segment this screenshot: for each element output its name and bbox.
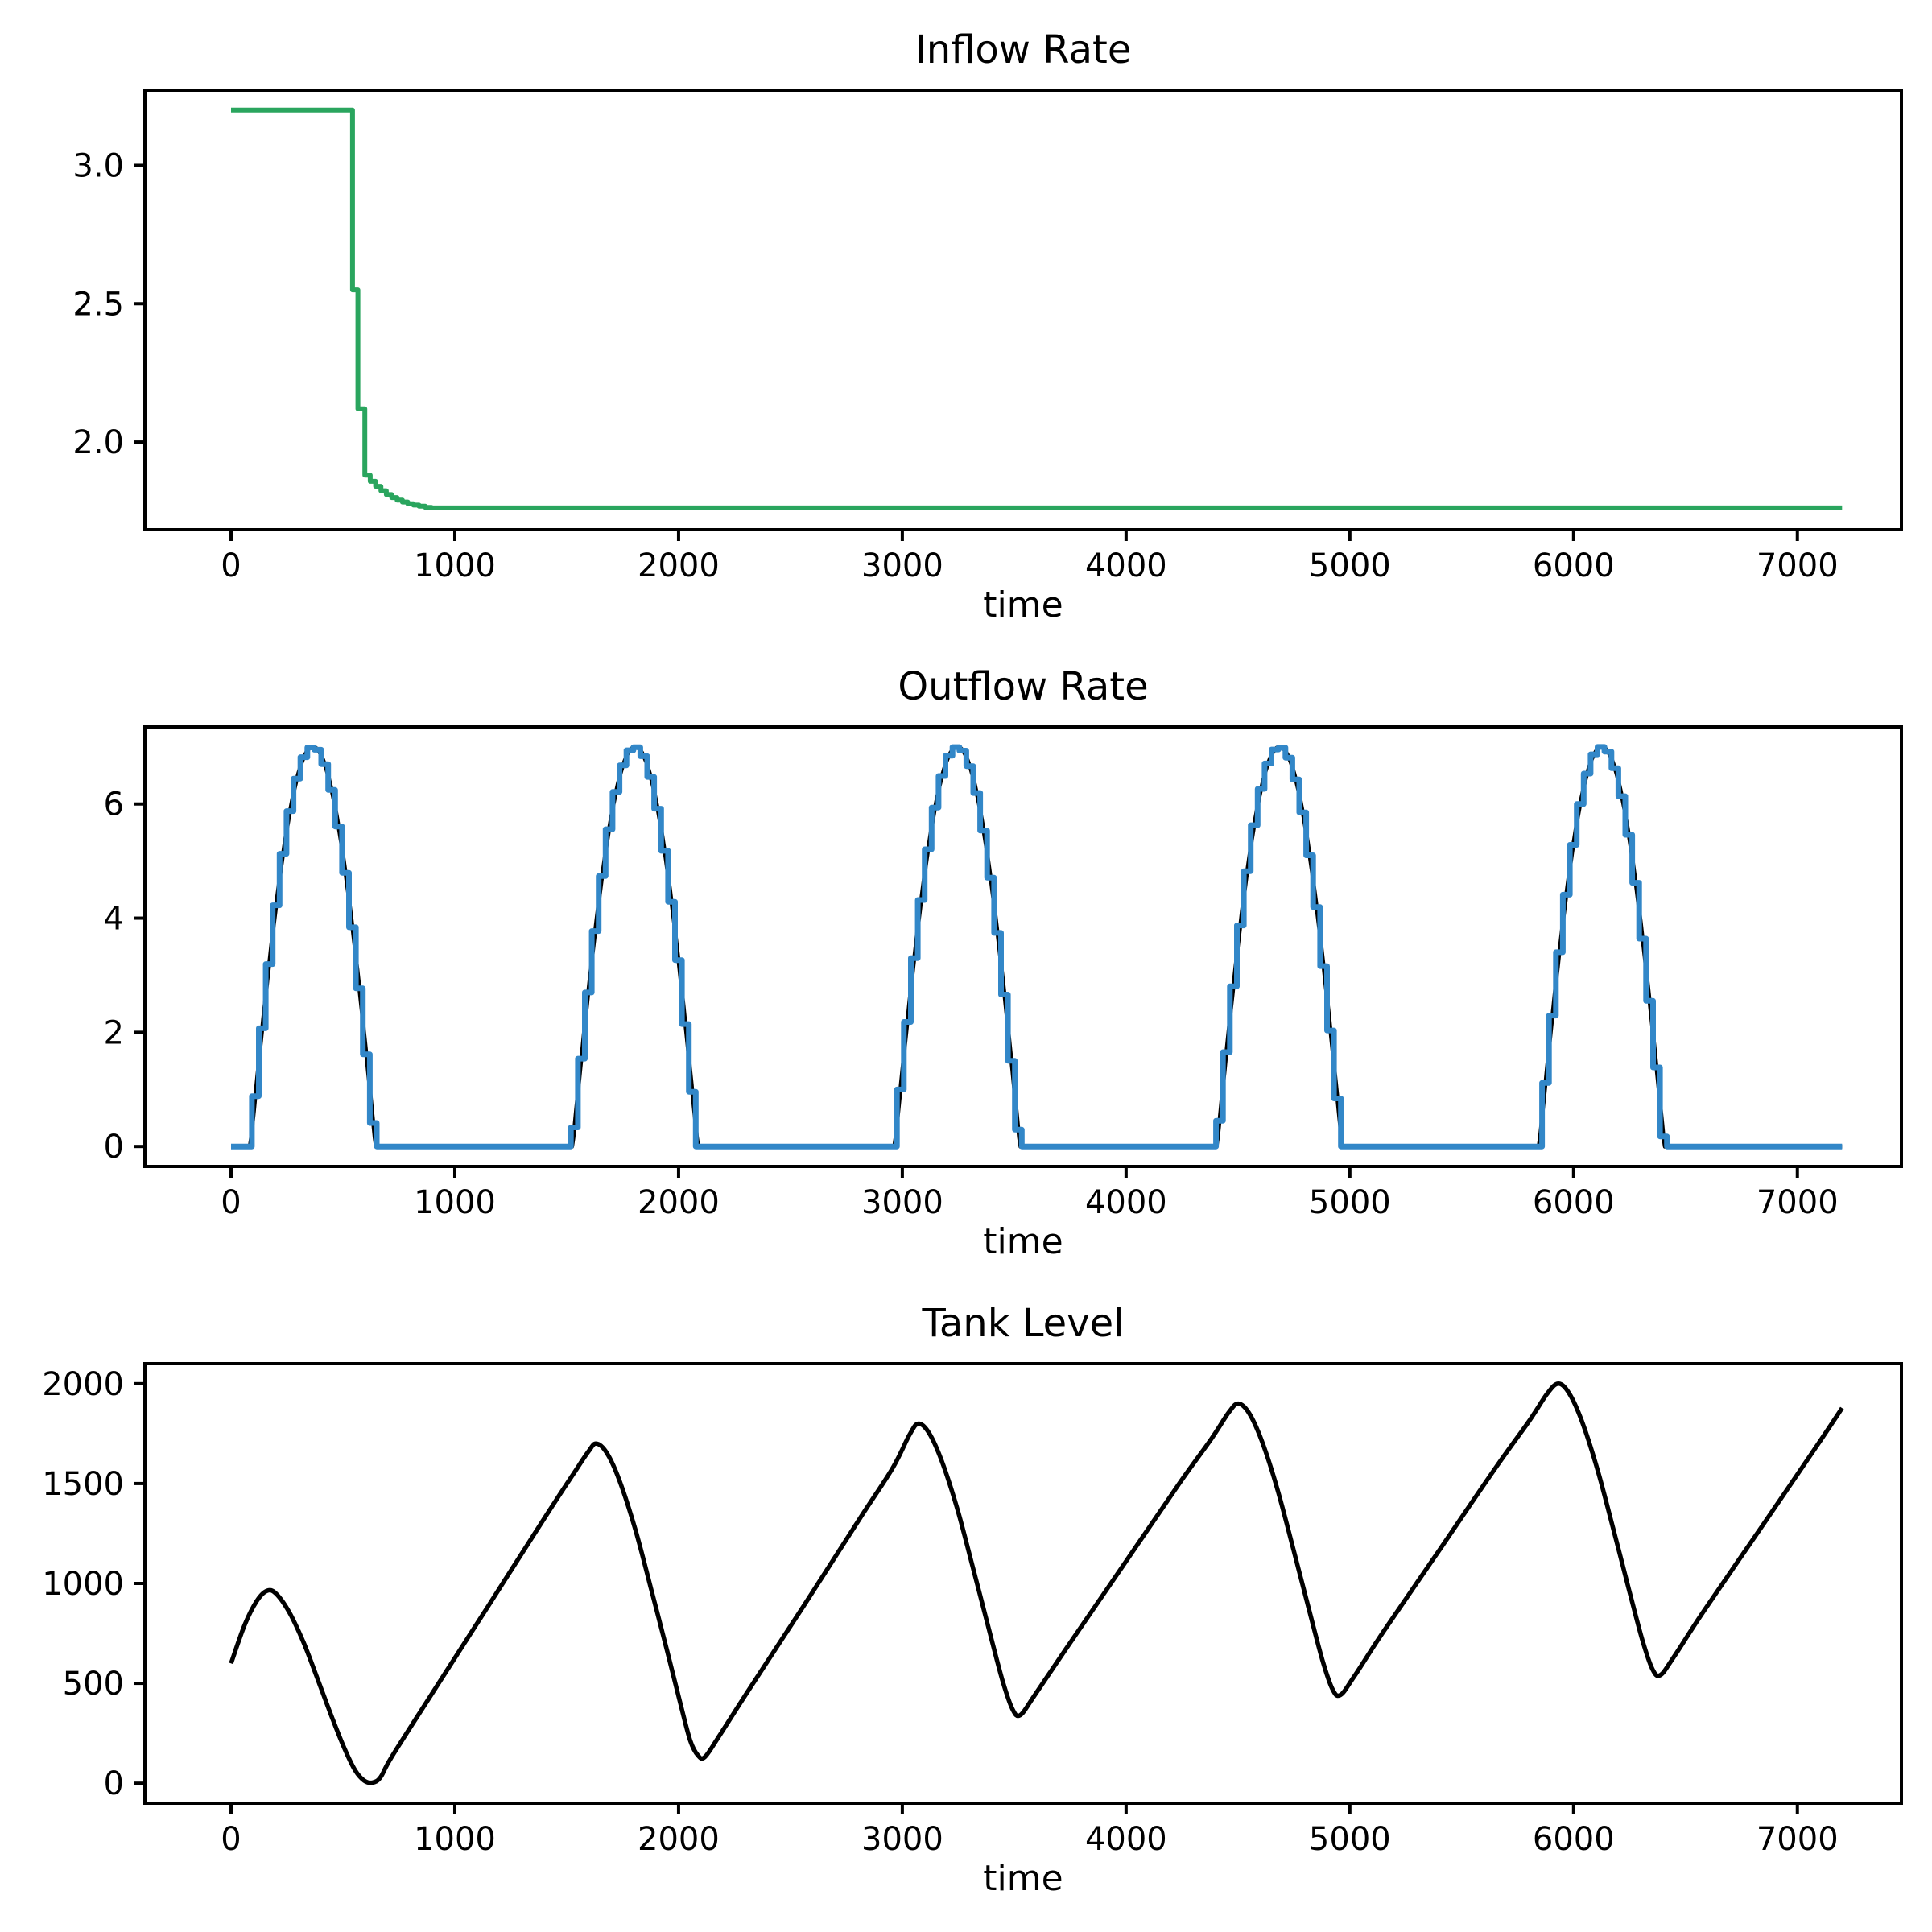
svg-text:1000: 1000 bbox=[414, 1184, 496, 1221]
svg-text:2.0: 2.0 bbox=[72, 424, 124, 461]
tank-xaxis-label: time bbox=[983, 1858, 1063, 1899]
svg-text:2000: 2000 bbox=[42, 1366, 124, 1403]
inflow-xaxis-label: time bbox=[983, 584, 1063, 625]
outflow-chart-title: Outflow Rate bbox=[898, 664, 1149, 709]
svg-text:500: 500 bbox=[63, 1666, 124, 1703]
svg-text:5000: 5000 bbox=[1309, 547, 1391, 584]
svg-text:2000: 2000 bbox=[638, 1184, 720, 1221]
inflow-chart-title: Inflow Rate bbox=[914, 27, 1132, 72]
svg-text:1500: 1500 bbox=[42, 1466, 124, 1503]
svg-text:1000: 1000 bbox=[42, 1566, 124, 1603]
svg-text:7000: 7000 bbox=[1757, 547, 1839, 584]
svg-text:3000: 3000 bbox=[861, 1184, 943, 1221]
svg-text:6000: 6000 bbox=[1533, 1184, 1615, 1221]
svg-text:4000: 4000 bbox=[1085, 1821, 1167, 1858]
svg-text:1000: 1000 bbox=[414, 547, 496, 584]
svg-text:4000: 4000 bbox=[1085, 547, 1167, 584]
svg-text:0: 0 bbox=[221, 1184, 241, 1221]
svg-text:6: 6 bbox=[104, 786, 124, 824]
svg-text:7000: 7000 bbox=[1757, 1821, 1839, 1858]
svg-text:2.5: 2.5 bbox=[72, 286, 124, 323]
svg-text:6000: 6000 bbox=[1533, 547, 1615, 584]
svg-text:4000: 4000 bbox=[1085, 1184, 1167, 1221]
svg-text:3000: 3000 bbox=[861, 547, 943, 584]
tank-chart-title: Tank Level bbox=[922, 1301, 1125, 1346]
svg-text:3000: 3000 bbox=[861, 1821, 943, 1858]
inflow-rate-line bbox=[231, 107, 1843, 510]
tank-level-line bbox=[229, 1381, 1844, 1785]
svg-text:1000: 1000 bbox=[414, 1821, 496, 1858]
svg-text:6000: 6000 bbox=[1533, 1821, 1615, 1858]
svg-text:2: 2 bbox=[104, 1014, 124, 1051]
svg-text:0: 0 bbox=[104, 1765, 124, 1802]
svg-text:0: 0 bbox=[221, 547, 241, 584]
outflow-xaxis-label: time bbox=[983, 1221, 1063, 1262]
svg-text:0: 0 bbox=[221, 1821, 241, 1858]
svg-text:5000: 5000 bbox=[1309, 1821, 1391, 1858]
svg-text:7000: 7000 bbox=[1757, 1184, 1839, 1221]
outflow-quantized-line bbox=[231, 744, 1843, 1150]
svg-text:2000: 2000 bbox=[638, 1821, 720, 1858]
svg-text:2000: 2000 bbox=[638, 547, 720, 584]
svg-text:4: 4 bbox=[104, 901, 124, 938]
svg-text:0: 0 bbox=[104, 1129, 124, 1166]
svg-text:3.0: 3.0 bbox=[72, 147, 124, 184]
svg-text:5000: 5000 bbox=[1309, 1184, 1391, 1221]
